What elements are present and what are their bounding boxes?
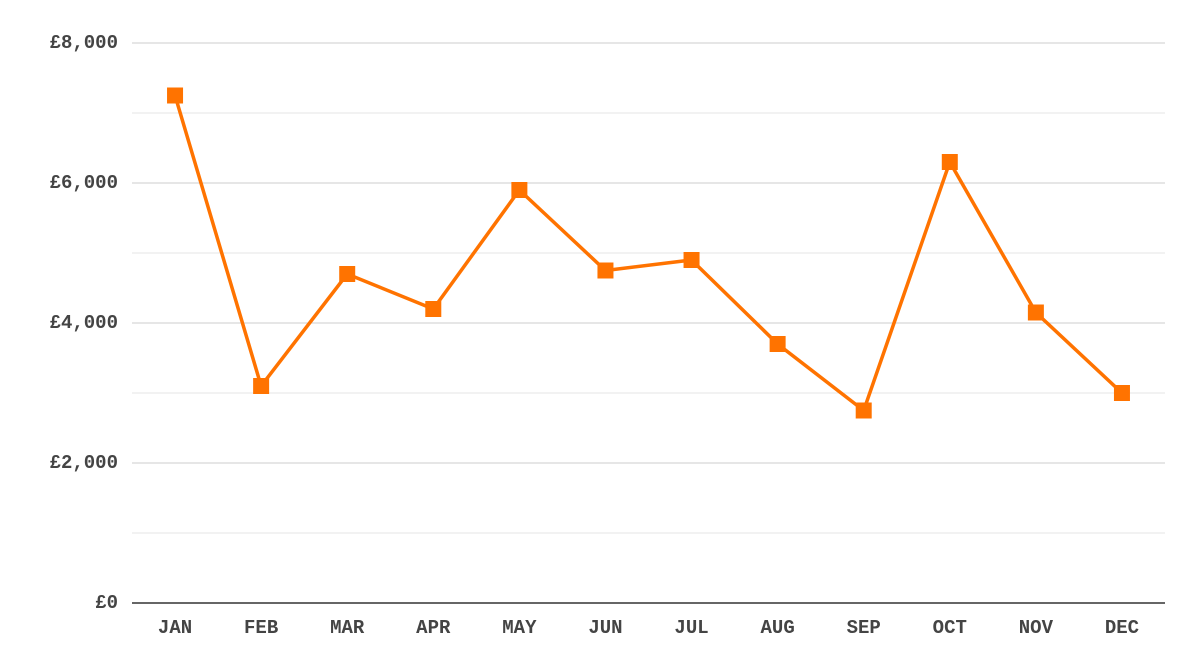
x-tick-label: SEP: [847, 617, 881, 639]
marker: [253, 378, 270, 394]
marker: [167, 87, 184, 104]
marker: [769, 336, 786, 352]
y-tick-label: £6,000: [50, 172, 118, 194]
line: [173, 95, 1124, 414]
x-tick-label: OCT: [933, 617, 967, 639]
x-tick-label: JAN: [158, 617, 192, 639]
x-tick-label: DEC: [1105, 617, 1139, 639]
x-tick-label: AUG: [761, 617, 795, 639]
x-tick-label: JUN: [588, 617, 622, 639]
marker: [855, 402, 872, 419]
y-tick-label: £2,000: [50, 452, 118, 474]
marker: [941, 154, 958, 170]
x-tick-label: NOV: [1019, 617, 1054, 639]
marker: [597, 262, 614, 279]
x-tick-label: FEB: [244, 617, 278, 639]
y-tick-label: £4,000: [50, 312, 118, 334]
x-tick-label: MAY: [502, 617, 537, 639]
x-tick-label: JUL: [674, 617, 708, 639]
x-tick-label: APR: [416, 617, 451, 639]
x-tick-label: MAR: [330, 617, 365, 639]
marker: [425, 301, 442, 317]
y-tick-label: £8,000: [50, 32, 118, 54]
marker: [1027, 304, 1044, 321]
marker: [339, 266, 356, 282]
marker: [511, 182, 528, 198]
marker: [683, 252, 700, 268]
y-tick-label: £0: [95, 592, 118, 614]
marker: [1113, 385, 1130, 401]
